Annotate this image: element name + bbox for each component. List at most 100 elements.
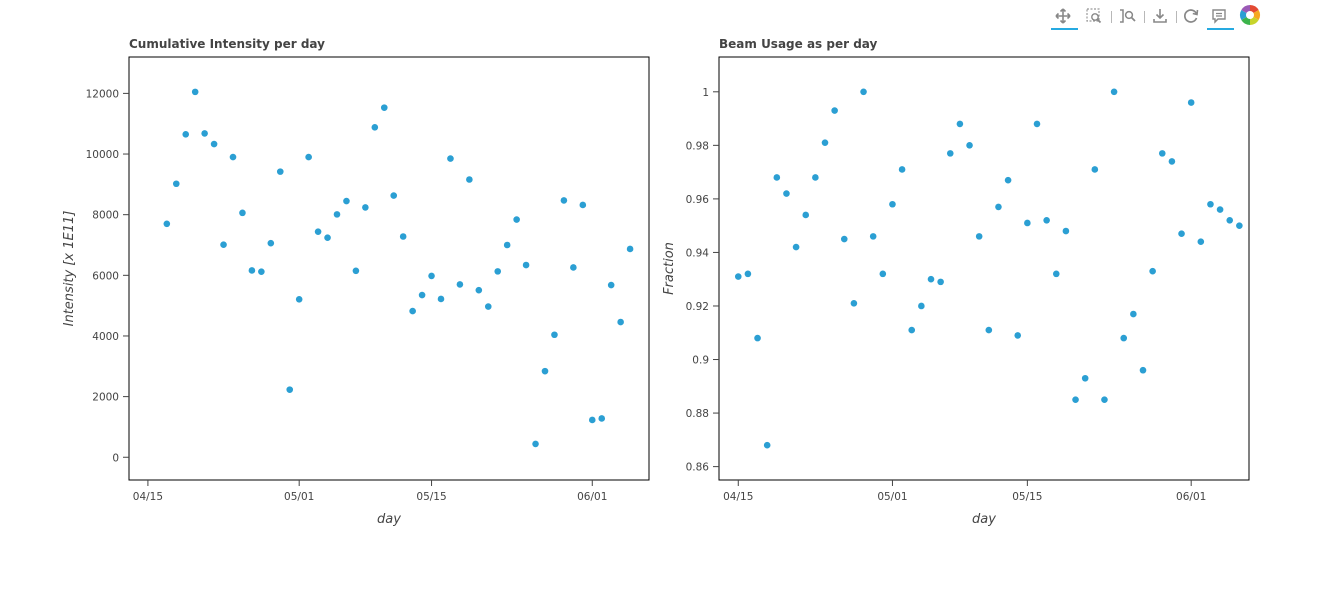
y-tick-label: 10000 bbox=[86, 149, 119, 161]
data-point bbox=[305, 153, 312, 161]
data-point bbox=[579, 201, 587, 209]
data-point bbox=[371, 124, 379, 131]
data-point bbox=[1033, 120, 1041, 128]
data-point bbox=[276, 168, 284, 175]
y-axis-label: Intensity [x 1E11] bbox=[62, 211, 77, 327]
data-point bbox=[1168, 158, 1176, 165]
data-point bbox=[456, 281, 464, 288]
data-point bbox=[1178, 230, 1185, 237]
y-tick-label: 0.88 bbox=[686, 408, 709, 420]
data-point bbox=[869, 233, 877, 240]
data-point bbox=[1236, 222, 1243, 229]
chart-title: Beam Usage as per day bbox=[719, 37, 878, 51]
data-point bbox=[541, 367, 549, 375]
y-tick-label: 0.94 bbox=[686, 247, 710, 259]
data-point bbox=[560, 197, 568, 204]
data-point bbox=[792, 243, 800, 251]
data-point bbox=[908, 326, 916, 334]
wheel-zoom-tool-button[interactable] bbox=[1112, 2, 1142, 32]
toolbar bbox=[1048, 2, 1264, 32]
data-point bbox=[812, 174, 819, 181]
data-point bbox=[1091, 166, 1099, 173]
data-point bbox=[898, 166, 906, 173]
data-point bbox=[1062, 227, 1070, 235]
data-point bbox=[399, 233, 407, 240]
y-axis-label: Fraction bbox=[662, 242, 677, 295]
data-point bbox=[466, 176, 473, 183]
data-point bbox=[182, 131, 190, 138]
data-point bbox=[475, 286, 483, 294]
data-point bbox=[763, 441, 771, 449]
data-point bbox=[1120, 334, 1128, 342]
bokeh-logo[interactable] bbox=[1237, 2, 1267, 32]
data-point bbox=[1216, 206, 1224, 213]
data-point bbox=[927, 275, 935, 283]
data-point bbox=[802, 211, 810, 219]
save-icon bbox=[1153, 9, 1167, 23]
data-point bbox=[172, 180, 180, 188]
data-point bbox=[626, 245, 634, 253]
data-point bbox=[513, 216, 520, 223]
data-point bbox=[1158, 150, 1166, 157]
x-axis-label: day bbox=[972, 512, 996, 527]
x-tick-label: 05/01 bbox=[877, 491, 907, 503]
y-tick-label: 0 bbox=[112, 452, 119, 464]
data-point bbox=[390, 192, 398, 199]
data-point bbox=[821, 139, 829, 146]
box-zoom-icon bbox=[1086, 8, 1102, 24]
data-point bbox=[314, 228, 322, 235]
data-point bbox=[966, 142, 973, 149]
data-point bbox=[163, 220, 171, 228]
y-tick-label: 0.9 bbox=[692, 355, 709, 367]
data-point bbox=[956, 120, 964, 128]
reset-tool-button[interactable] bbox=[1176, 2, 1206, 32]
wheel-zoom-icon bbox=[1120, 9, 1136, 23]
data-point bbox=[267, 239, 275, 247]
data-point bbox=[484, 303, 492, 310]
data-point bbox=[324, 234, 331, 242]
data-point bbox=[522, 261, 530, 269]
data-point bbox=[362, 204, 369, 211]
data-point bbox=[343, 197, 350, 205]
data-point bbox=[295, 295, 303, 303]
data-point bbox=[418, 291, 426, 299]
data-point bbox=[1043, 217, 1050, 224]
y-tick-label: 4000 bbox=[92, 331, 119, 343]
data-point bbox=[850, 300, 858, 307]
data-point bbox=[918, 302, 925, 310]
data-point bbox=[201, 130, 208, 137]
data-point bbox=[503, 241, 511, 249]
chart-1: Cumulative Intensity per day 0 2000 4000 600… bbox=[62, 37, 650, 527]
reset-icon bbox=[1184, 9, 1199, 23]
data-point bbox=[409, 307, 416, 315]
data-point bbox=[937, 278, 944, 286]
save-tool-button[interactable] bbox=[1145, 2, 1175, 32]
data-point bbox=[1024, 219, 1031, 227]
y-tick-label: 1 bbox=[702, 87, 709, 99]
data-point bbox=[1110, 88, 1118, 96]
x-tick-label: 05/01 bbox=[284, 491, 314, 503]
data-point bbox=[333, 211, 341, 218]
data-point bbox=[783, 190, 790, 197]
x-tick-label: 06/01 bbox=[1176, 491, 1206, 503]
hover-tool-button[interactable] bbox=[1204, 2, 1234, 32]
data-point bbox=[1101, 396, 1108, 403]
box-zoom-tool-button[interactable] bbox=[1079, 2, 1109, 32]
data-point bbox=[437, 295, 445, 303]
y-tick-label: 0.98 bbox=[686, 140, 709, 152]
plot-frame bbox=[718, 56, 1250, 481]
data-point bbox=[1081, 374, 1089, 382]
data-point bbox=[380, 104, 388, 111]
data-point bbox=[1004, 176, 1012, 184]
pan-tool-button[interactable] bbox=[1048, 2, 1078, 32]
x-tick-label: 06/01 bbox=[577, 491, 607, 503]
data-point bbox=[1226, 217, 1234, 224]
bokeh-logo-icon bbox=[1240, 5, 1260, 25]
data-point bbox=[588, 416, 596, 424]
data-point bbox=[1139, 366, 1147, 374]
data-point bbox=[352, 267, 360, 275]
y-tick-label: 0.96 bbox=[686, 194, 710, 206]
data-point bbox=[1130, 310, 1137, 318]
y-tick-label: 8000 bbox=[92, 210, 119, 222]
